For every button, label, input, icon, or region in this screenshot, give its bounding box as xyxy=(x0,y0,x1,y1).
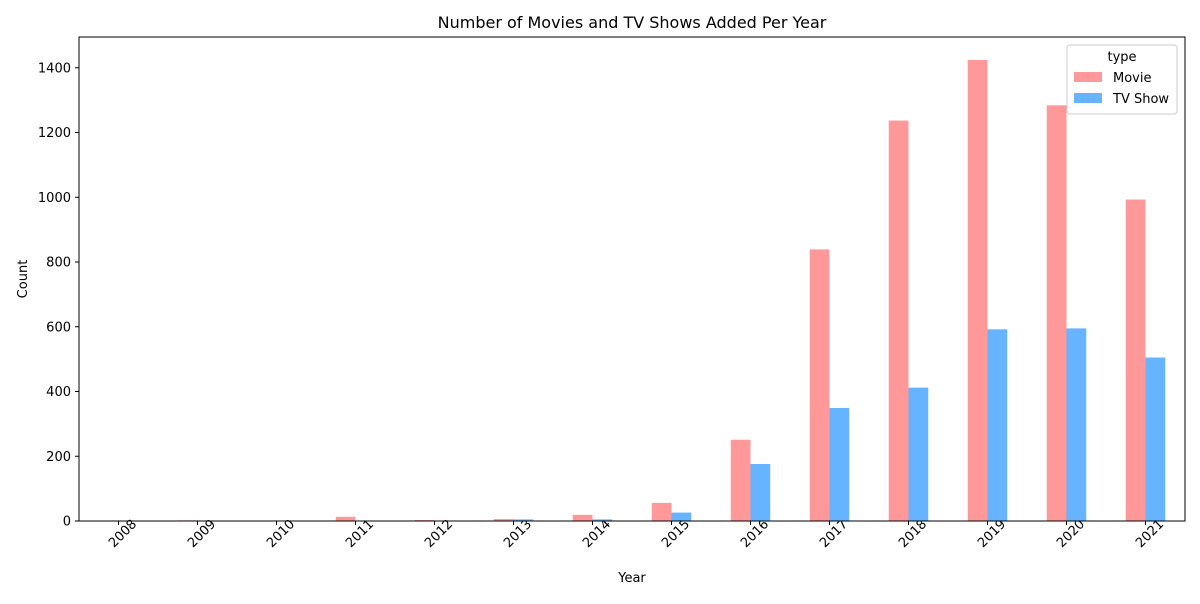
bar-movie-2021 xyxy=(1126,200,1146,521)
x-tick-label: 2020 xyxy=(1054,517,1088,551)
bar-tv-show-2016 xyxy=(751,464,771,521)
bar-tv-show-2018 xyxy=(909,388,929,521)
y-tick-label: 0 xyxy=(63,515,71,530)
legend-swatch xyxy=(1074,93,1102,103)
bar-tv-show-2020 xyxy=(1067,328,1087,521)
plot-frame xyxy=(79,37,1185,521)
x-tick-label: 2019 xyxy=(975,517,1009,551)
x-tick-label: 2015 xyxy=(659,517,693,551)
legend-label: TV Show xyxy=(1112,92,1169,107)
legend-swatch xyxy=(1074,72,1102,82)
bar-movie-2019 xyxy=(968,60,988,521)
bar-movie-2016 xyxy=(731,440,751,521)
bars xyxy=(99,60,1166,521)
bar-movie-2015 xyxy=(652,503,672,521)
y-tick-label: 800 xyxy=(46,256,71,271)
bar-tv-show-2017 xyxy=(830,408,850,521)
x-tick-label: 2017 xyxy=(817,517,851,551)
x-tick-label: 2013 xyxy=(501,517,535,551)
y-tick-label: 1000 xyxy=(38,191,71,206)
x-tick-label: 2011 xyxy=(343,517,377,551)
x-tick-label: 2010 xyxy=(264,517,298,551)
x-tick-label: 2016 xyxy=(738,517,772,551)
bar-movie-2011 xyxy=(336,517,356,521)
x-tick-label: 2008 xyxy=(106,517,140,551)
bar-movie-2014 xyxy=(573,515,593,521)
chart-title: Number of Movies and TV Shows Added Per … xyxy=(438,13,827,32)
bar-movie-2017 xyxy=(810,249,830,521)
bar-tv-show-2021 xyxy=(1146,358,1166,521)
y-tick-label: 400 xyxy=(46,385,71,400)
y-tick-label: 1200 xyxy=(38,126,71,141)
x-axis-label: Year xyxy=(617,571,646,586)
x-tick-label: 2021 xyxy=(1133,517,1167,551)
y-tick-label: 600 xyxy=(46,320,71,335)
bar-movie-2018 xyxy=(889,121,909,521)
x-axis-ticks: 2008 2009 2010 2011 2012 2013 2014 2015 2016 2017… xyxy=(106,517,1167,551)
y-tick-label: 200 xyxy=(46,450,71,465)
y-axis-label: Count xyxy=(16,260,31,299)
x-tick-label: 2009 xyxy=(185,517,219,551)
y-axis-ticks: 0 200 400 600 800 1000 1200 1400 xyxy=(38,61,79,529)
x-tick-label: 2012 xyxy=(422,517,456,551)
bar-tv-show-2019 xyxy=(988,329,1008,521)
y-tick-label: 1400 xyxy=(38,61,71,76)
bar-movie-2020 xyxy=(1047,105,1067,521)
x-tick-label: 2018 xyxy=(896,517,930,551)
legend-title: type xyxy=(1107,50,1136,65)
legend-label: Movie xyxy=(1113,71,1151,86)
legend: type Movie TV Show xyxy=(1067,45,1177,114)
x-tick-label: 2014 xyxy=(580,517,614,551)
bar-tv-show-2015 xyxy=(672,513,692,521)
